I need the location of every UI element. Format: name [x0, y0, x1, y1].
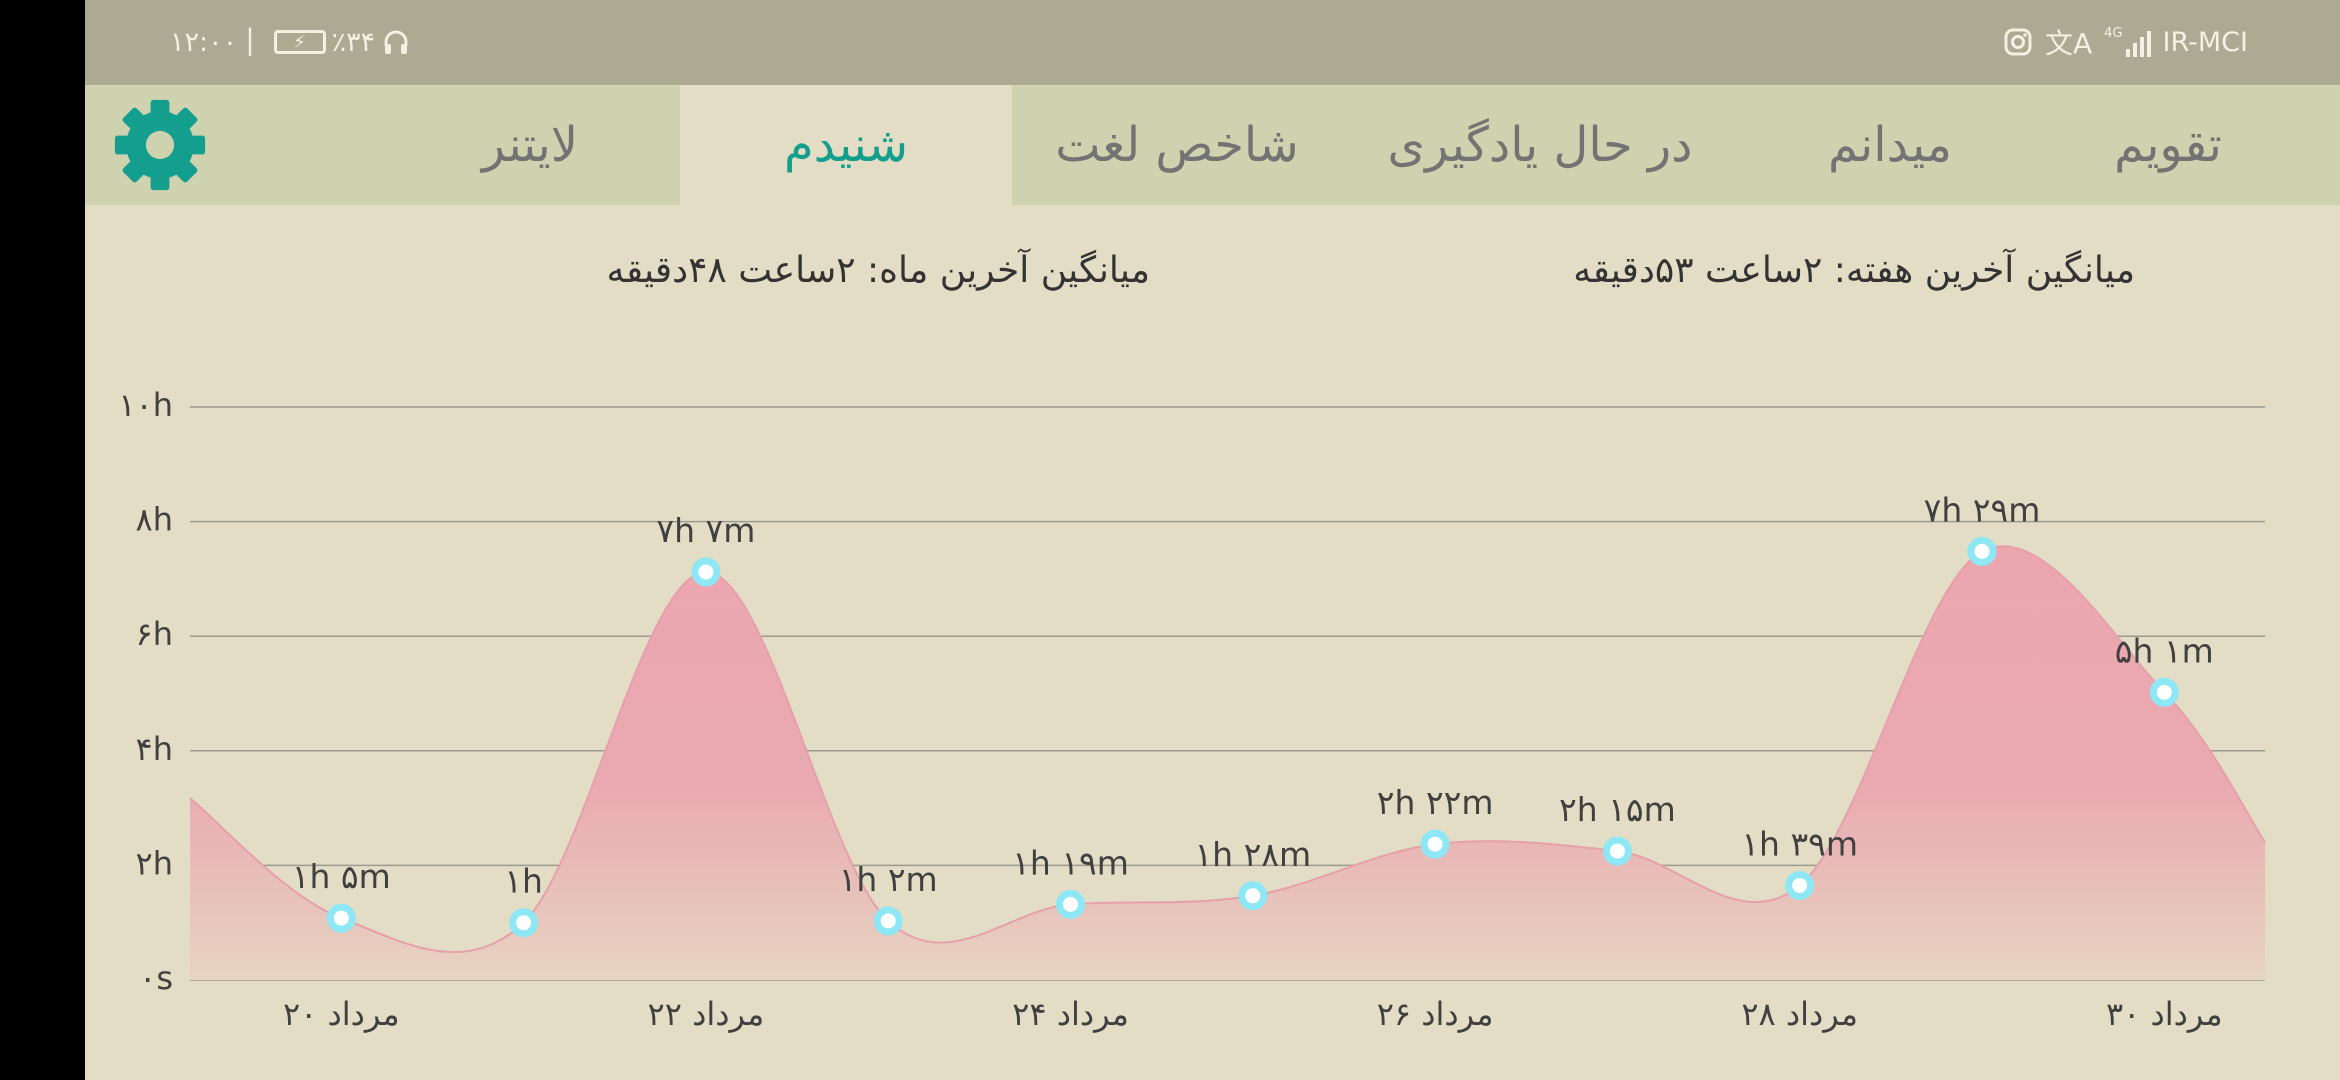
data-label: ۱h ۳۹m: [1741, 824, 1858, 863]
data-label: ۱h ۲m: [839, 860, 938, 899]
data-point: [873, 906, 903, 936]
y-tick-label: ۱۰h: [118, 386, 173, 424]
battery-charging-icon: ⚡: [273, 30, 326, 54]
data-point: [1602, 836, 1632, 866]
x-tick-label: ۲۶ مرداد: [1377, 995, 1494, 1033]
battery-bar-icon: ▏: [249, 28, 268, 56]
chart-points: ۱h ۵m ۱h ۷h ۷m ۱h ۲m ۱h ۱۹m ۱h ۲۸m ۲h ۲۲m ۲h ۱۵…: [292, 490, 2214, 938]
data-point: [326, 903, 356, 933]
y-tick-label: ۰s: [139, 959, 173, 997]
x-tick-label: ۲۸ مرداد: [1741, 995, 1858, 1033]
app-screen: ۱۲:۰۰ ▏ ⚡ ٪۳۴ 文A 4G: [85, 0, 2340, 1080]
data-label: ۲h ۱۵m: [1559, 790, 1676, 829]
weekly-average: میانگین آخرین هفته: ۲ساعت ۵۳دقیقه: [1573, 249, 2135, 291]
data-label: ۵h ۱m: [2115, 631, 2214, 670]
data-label: ۱h ۱۹m: [1012, 843, 1129, 882]
tab-word-index[interactable]: شاخص لغت: [1055, 117, 1299, 173]
data-point: [2149, 677, 2179, 707]
chart-area: [189, 545, 2266, 980]
headphones-icon: [384, 30, 408, 54]
x-tick-label: ۲۴ مرداد: [1012, 995, 1129, 1033]
data-point: [509, 908, 539, 938]
area-line: [189, 545, 2266, 953]
signal-icon: 4G: [2104, 27, 2151, 57]
status-left: ۱۲:۰۰ ▏ ⚡ ٪۳۴: [170, 24, 411, 60]
battery-percent: ٪۳۴: [331, 26, 376, 58]
translate-icon: 文A: [2045, 27, 2093, 60]
data-label: ۱h ۵m: [292, 857, 391, 896]
y-tick-label: ۴h: [136, 730, 173, 768]
status-bar: ۱۲:۰۰ ▏ ⚡ ٪۳۴ 文A 4G: [85, 0, 2340, 85]
data-label: ۷h ۷m: [656, 511, 755, 550]
data-point: [1238, 881, 1268, 911]
y-tick-label: ۸h: [136, 501, 173, 539]
tab-listened[interactable]: شنیدم: [680, 85, 1012, 205]
x-tick-label: ۲۰ مرداد: [283, 995, 400, 1033]
data-point: [1056, 889, 1086, 919]
instagram-icon: [2004, 28, 2032, 56]
data-label: ۱h ۲۸m: [1194, 835, 1311, 874]
monthly-average: میانگین آخرین ماه: ۲ساعت ۴۸دقیقه: [606, 249, 1150, 291]
data-point: [691, 557, 721, 587]
tab-know[interactable]: میدانم: [1827, 117, 1953, 173]
tab-bar: تقویم میدانم در حال یادگیری شاخص لغت شنی…: [85, 85, 2340, 205]
data-point: [1967, 536, 1997, 566]
tab-learning[interactable]: در حال یادگیری: [1387, 117, 1693, 173]
data-point: [1420, 829, 1450, 859]
area-fill: [190, 546, 2265, 980]
data-point: [1785, 870, 1815, 900]
status-right: 文A 4G IR-MCI: [2003, 24, 2248, 60]
tab-calendar[interactable]: تقویم: [2114, 117, 2222, 173]
data-label: ۱h: [504, 862, 543, 901]
x-axis-labels: ۲۰ مرداد ۲۲ مرداد ۲۴ مرداد ۲۶ مرداد ۲۸ مرداد…: [283, 995, 2223, 1033]
listening-chart: ۰s ۲h ۴h ۶h ۸h ۱۰h ۲۰ مرداد ۲۲ مرداد ۲۴ مرداد ۲۶…: [118, 386, 2266, 1033]
clock: ۱۲:۰۰: [170, 26, 238, 58]
tab-lightner[interactable]: لایتنر: [481, 117, 579, 173]
y-tick-label: ۶h: [136, 615, 173, 653]
data-label: ۷h ۲۹m: [1924, 490, 2041, 529]
carrier-name: IR-MCI: [2162, 26, 2248, 58]
y-tick-label: ۲h: [136, 844, 173, 882]
gear-icon[interactable]: [113, 98, 207, 192]
data-label: ۲h ۲۲m: [1377, 783, 1494, 822]
x-tick-label: ۳۰ مرداد: [2106, 995, 2223, 1033]
x-tick-label: ۲۲ مرداد: [648, 995, 765, 1033]
y-axis-labels: ۰s ۲h ۴h ۶h ۸h ۱۰h: [118, 386, 173, 997]
